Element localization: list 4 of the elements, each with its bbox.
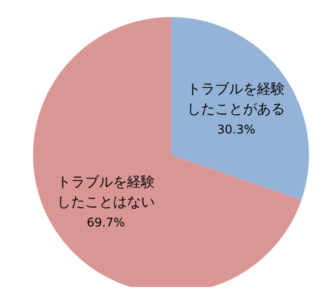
slice-label: トラブルを経験したことはない (56, 174, 155, 210)
data-label: 69.7% (86, 215, 125, 230)
data-label: 30.3% (217, 122, 256, 137)
slice-label: トラブルを経験したことがある (187, 82, 286, 118)
